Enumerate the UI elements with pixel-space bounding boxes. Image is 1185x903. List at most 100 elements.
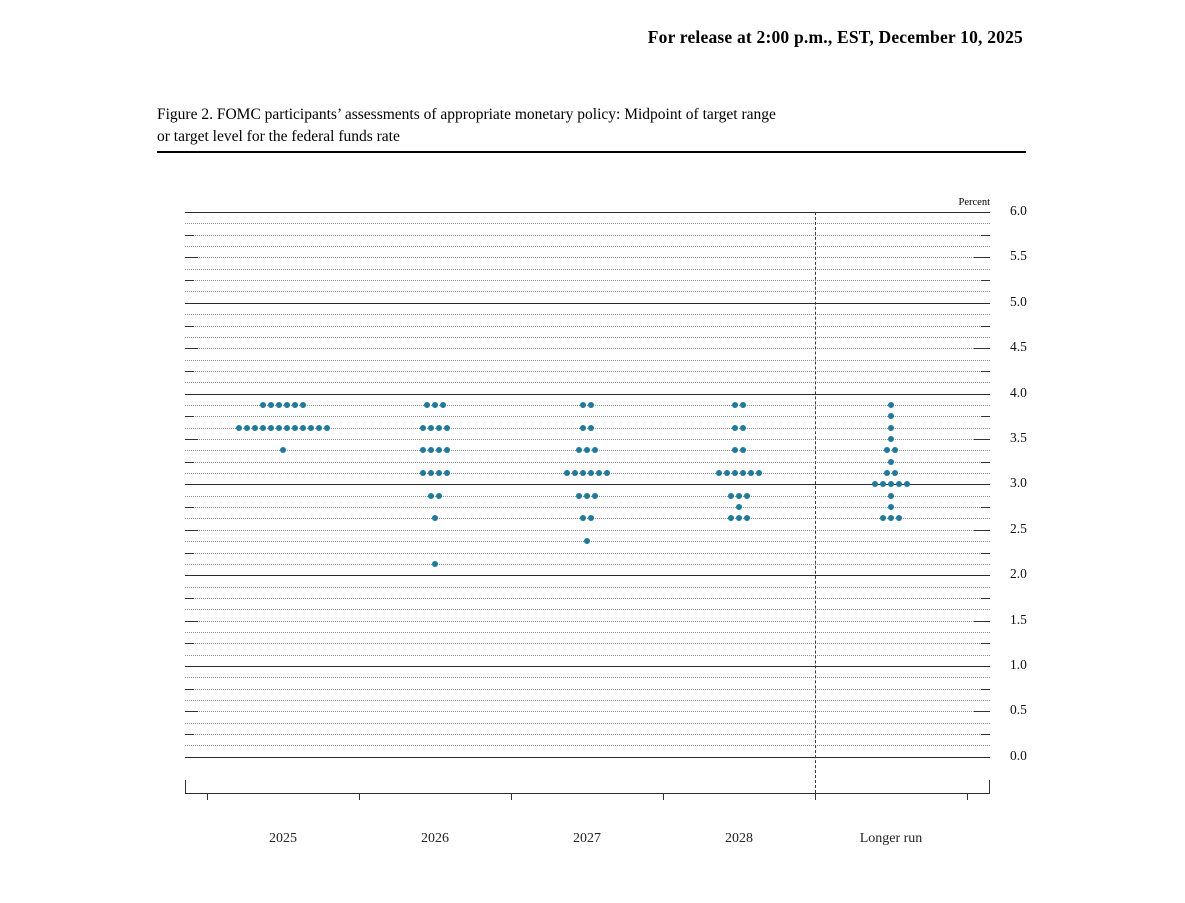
x-axis-tick xyxy=(967,793,968,800)
participant-dot xyxy=(444,424,450,431)
participant-dot xyxy=(732,424,738,431)
participant-dot xyxy=(740,424,746,431)
participant-dot xyxy=(740,401,746,408)
gridline-solid xyxy=(185,756,990,758)
y-axis-label: 6.0 xyxy=(1010,203,1027,218)
participant-dot xyxy=(244,424,250,431)
y-axis-tick-left xyxy=(185,416,194,418)
y-axis-unit-label: Percent xyxy=(958,197,991,208)
participant-dot xyxy=(284,401,290,408)
participant-dot xyxy=(432,515,438,522)
participant-dot xyxy=(440,401,446,408)
participant-dot xyxy=(888,436,894,442)
participant-dot xyxy=(268,401,274,408)
participant-dot xyxy=(444,447,450,454)
participant-dot xyxy=(736,492,742,499)
participant-dot xyxy=(604,470,610,477)
participant-dot xyxy=(732,401,738,408)
participant-dot xyxy=(888,481,894,488)
participant-dot xyxy=(580,401,586,408)
gridline-dotted xyxy=(185,223,990,225)
y-axis-tick-right xyxy=(974,529,990,531)
participant-dot xyxy=(564,470,570,477)
gridline-dotted xyxy=(185,336,990,338)
participant-dot xyxy=(420,424,426,431)
participant-dot xyxy=(436,424,442,431)
y-axis-tick-left xyxy=(185,529,198,531)
participant-dot xyxy=(268,424,274,431)
x-axis-tick xyxy=(663,793,664,800)
participant-dot xyxy=(896,515,902,522)
participant-dot xyxy=(888,458,894,465)
x-axis-label: Longer run xyxy=(859,831,923,846)
participant-dot xyxy=(316,424,322,431)
participant-dot xyxy=(744,515,750,522)
gridline-dotted xyxy=(185,325,990,327)
gridline-dotted xyxy=(185,382,990,384)
gridline-dotted xyxy=(185,643,990,645)
participant-dot xyxy=(580,470,586,477)
y-axis-tick-left xyxy=(185,552,194,554)
participant-dot xyxy=(888,424,894,431)
participant-dot xyxy=(896,481,902,488)
participant-dot xyxy=(436,492,442,499)
participant-dot xyxy=(732,470,738,477)
gridline-dotted xyxy=(185,507,990,509)
y-axis-tick-right xyxy=(981,688,990,690)
y-axis-tick-right xyxy=(981,325,990,327)
figure-title-line1: Figure 2. FOMC participants’ assessments… xyxy=(157,106,776,123)
participant-dot xyxy=(428,447,434,454)
participant-dot xyxy=(588,470,594,477)
participant-dot xyxy=(888,413,894,420)
gridline-dotted xyxy=(185,563,990,565)
y-axis-tick-right xyxy=(981,370,990,372)
gridline-dotted xyxy=(185,711,990,713)
participant-dot xyxy=(444,470,450,477)
y-axis-label: 0.5 xyxy=(1010,702,1027,718)
participant-dot xyxy=(728,515,734,522)
participant-dot xyxy=(588,515,594,522)
x-axis-tick xyxy=(511,793,512,800)
longer-run-separator xyxy=(815,212,816,793)
gridline-dotted xyxy=(185,688,990,690)
gridline-dotted xyxy=(185,416,990,418)
figure-title: Figure 2. FOMC participants’ assessments… xyxy=(157,104,1032,148)
participant-dot xyxy=(880,481,886,488)
gridline-solid xyxy=(185,484,990,486)
participant-dot xyxy=(744,492,750,499)
participant-dot xyxy=(884,470,890,477)
participant-dot xyxy=(724,470,730,477)
participant-dot xyxy=(736,515,742,522)
participant-dot xyxy=(888,515,894,522)
plot-area: 6.0 5.5 5.0 4.5 4.0 3.5 3.0 2.5 2.0 1.5 1.0 0.5 0.0 2… xyxy=(185,203,1027,846)
y-axis-label: 1.5 xyxy=(1010,611,1027,627)
y-axis-label: 5.0 xyxy=(1010,293,1027,309)
figure-title-line2: or target level for the federal funds ra… xyxy=(157,128,400,145)
participant-dot xyxy=(260,424,266,431)
y-axis-label: 2.0 xyxy=(1010,566,1027,582)
participant-dot xyxy=(740,447,746,454)
title-rule xyxy=(157,151,1026,153)
y-axis-tick-left xyxy=(185,348,198,350)
participant-dot xyxy=(596,470,602,477)
participant-dot xyxy=(300,401,306,408)
gridline-dotted xyxy=(185,620,990,622)
participant-dot xyxy=(904,481,910,488)
participant-dot xyxy=(576,492,582,499)
y-axis-tick-left xyxy=(185,643,194,645)
participant-dot xyxy=(584,447,590,454)
participant-dot xyxy=(428,424,434,431)
gridline-dotted xyxy=(185,268,990,270)
participant-dot xyxy=(732,447,738,454)
participant-dot xyxy=(880,515,886,522)
y-axis-tick-right xyxy=(981,416,990,418)
gridline-dotted xyxy=(185,314,990,316)
gridline-dotted xyxy=(185,518,990,520)
participant-dot xyxy=(428,470,434,477)
gridline-dotted xyxy=(185,700,990,702)
participant-dot xyxy=(736,504,742,511)
x-axis-label: 2027 xyxy=(573,831,601,846)
gridline-dotted xyxy=(185,734,990,736)
y-axis-tick-right xyxy=(974,711,990,713)
